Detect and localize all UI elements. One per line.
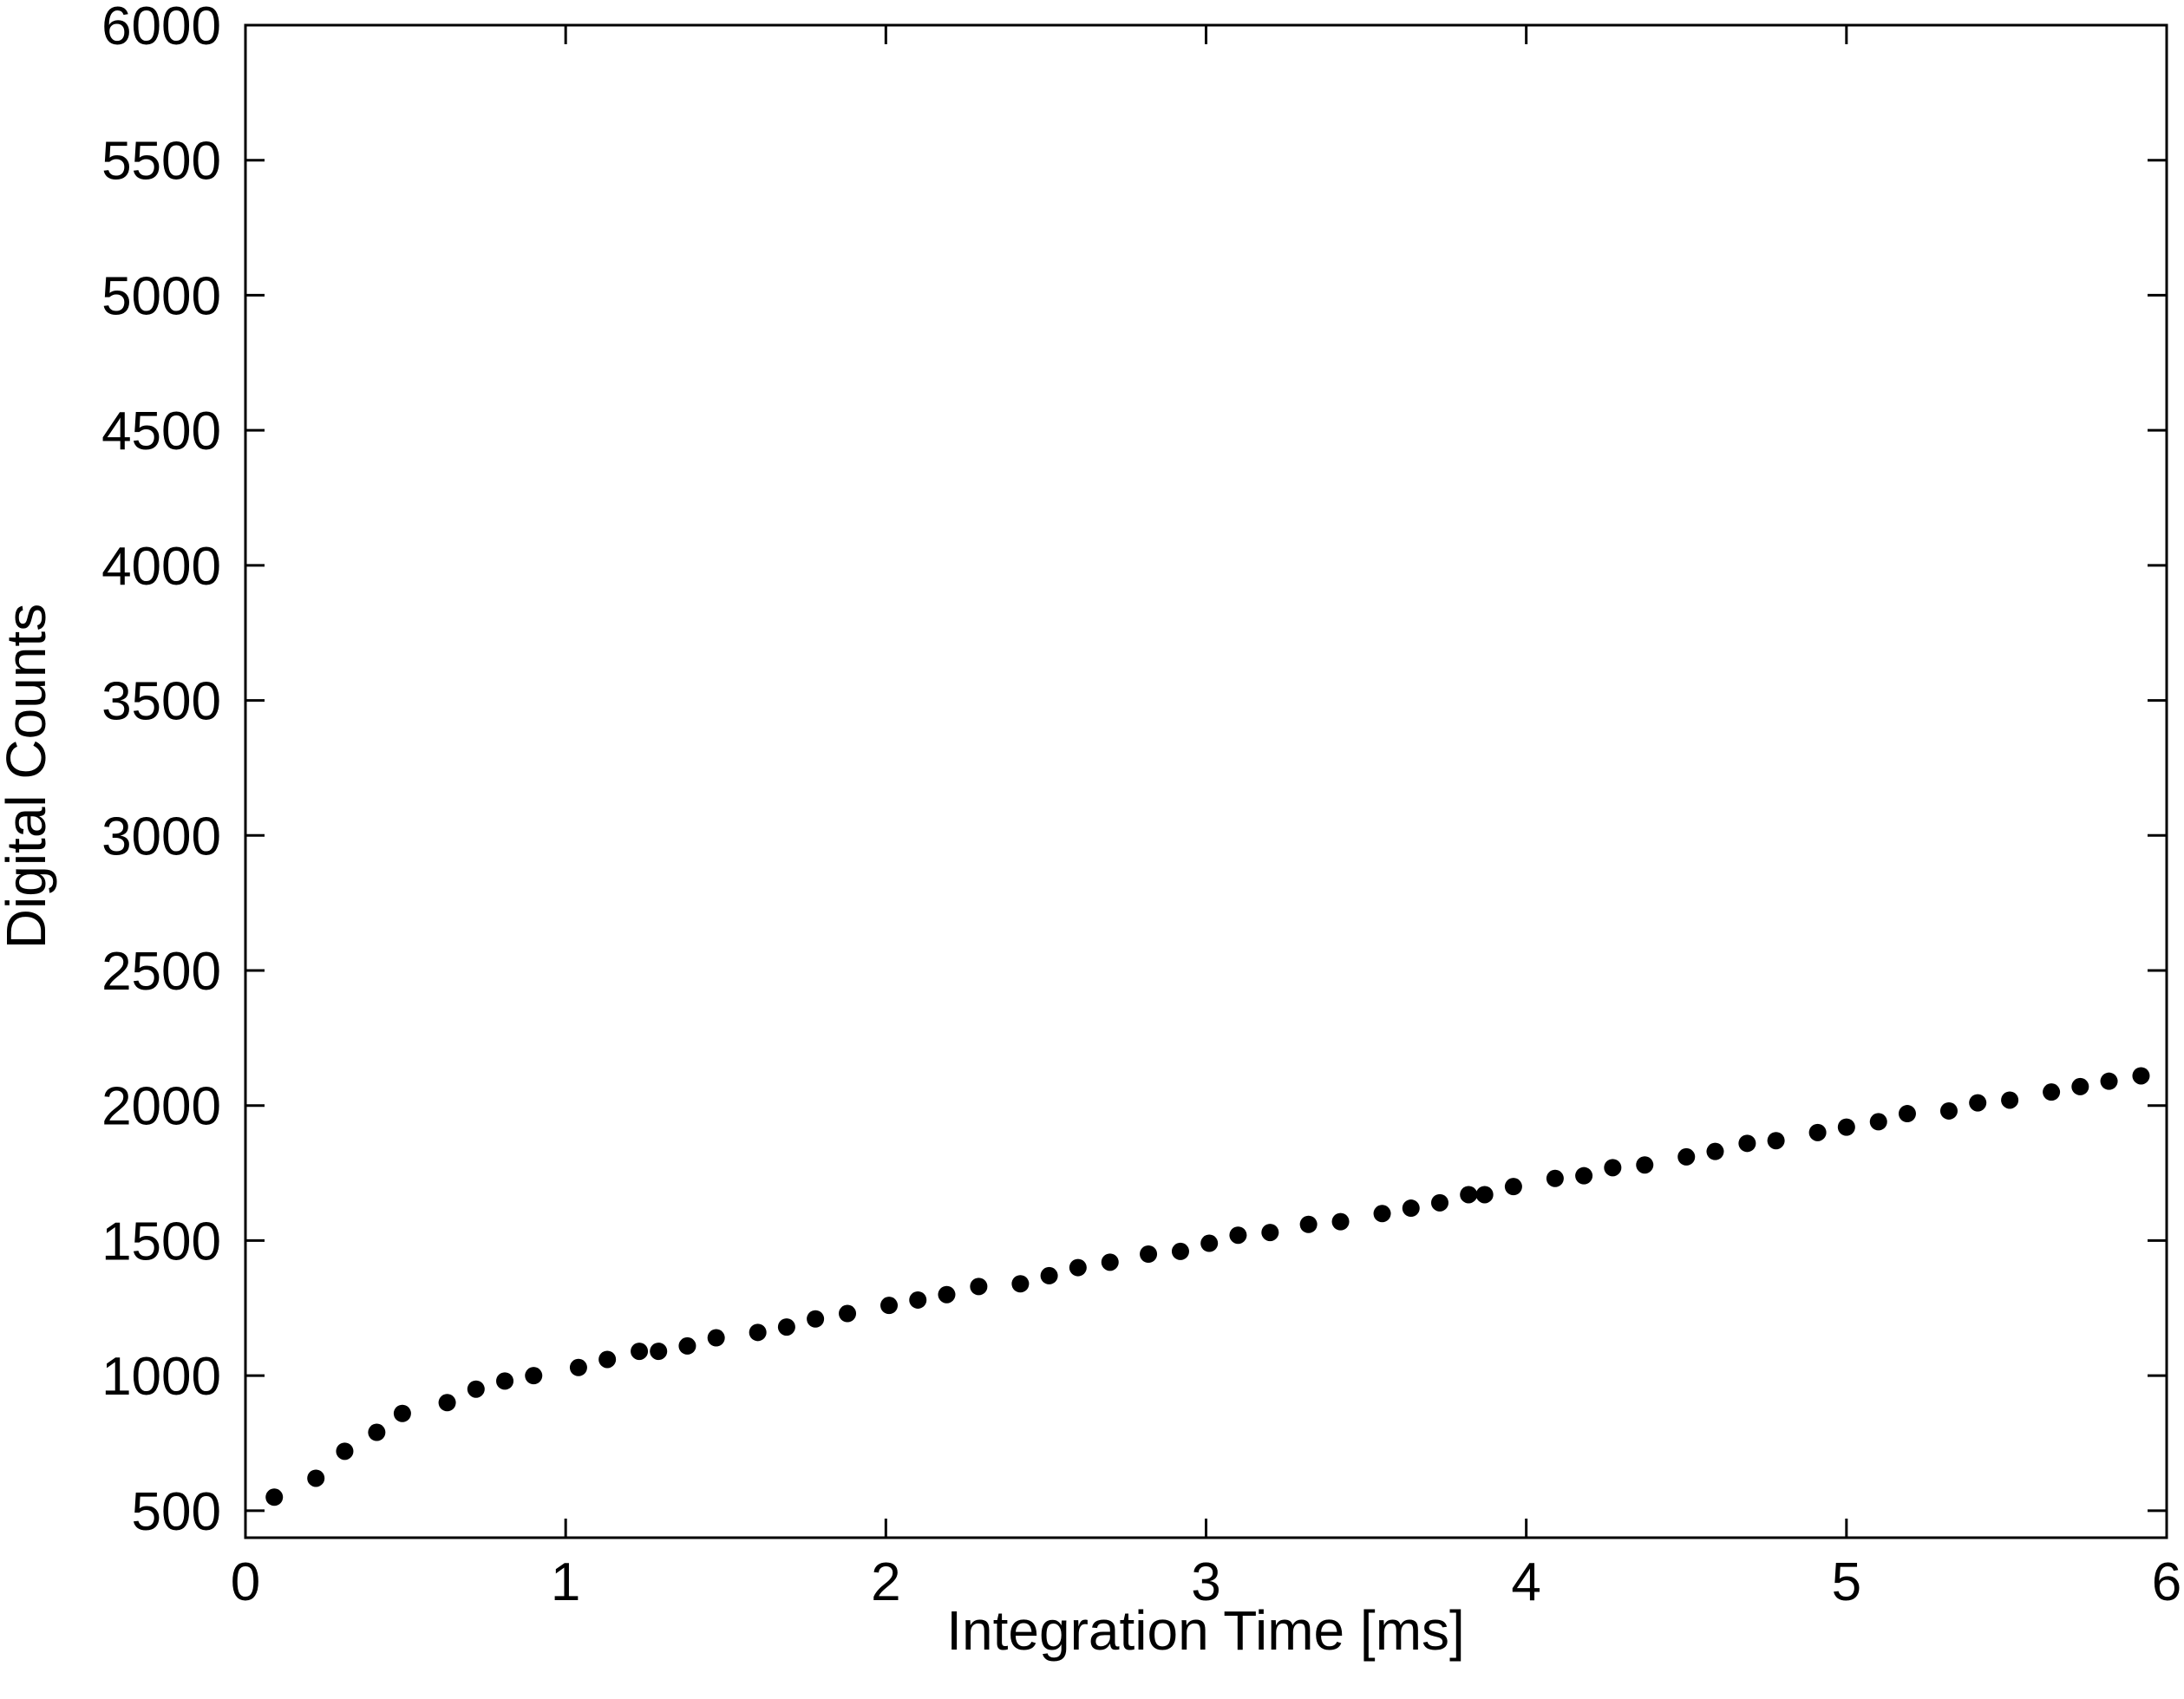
x-tick-label: 4 (1511, 1552, 1540, 1612)
y-tick-label: 5500 (101, 132, 221, 192)
y-tick-label: 3000 (101, 807, 221, 866)
y-tick-label: 1000 (101, 1347, 221, 1407)
data-point (598, 1350, 617, 1369)
data-point (1011, 1275, 1030, 1293)
x-tick-label: 2 (871, 1552, 900, 1612)
data-point (307, 1469, 325, 1487)
data-point (707, 1329, 725, 1347)
data-point (650, 1343, 668, 1361)
data-point (1969, 1094, 1987, 1112)
data-point (1299, 1215, 1318, 1233)
data-point (368, 1423, 386, 1441)
x-tick-label: 1 (551, 1552, 580, 1612)
y-axis: 500 1000 1500 2000 2500 3000 3500 4000 4500 5000 5… (101, 0, 2167, 1542)
data-point (1069, 1258, 1087, 1277)
data-point (1837, 1118, 1855, 1136)
data-point (1939, 1101, 1958, 1120)
y-axis-label: Digital Counts (0, 604, 57, 949)
data-point (1575, 1166, 1593, 1185)
data-point (1677, 1147, 1696, 1166)
data-point (839, 1304, 857, 1323)
data-point (749, 1323, 767, 1342)
x-tick-label: 5 (1832, 1552, 1861, 1612)
data-point (393, 1404, 411, 1422)
y-tick-label: 5000 (101, 266, 221, 326)
data-point (1460, 1186, 1478, 1204)
data-point (496, 1372, 514, 1390)
data-point (1504, 1178, 1522, 1196)
data-point (1475, 1186, 1494, 1204)
y-tick-label: 4500 (101, 402, 221, 461)
data-point (1546, 1169, 1564, 1187)
y-tick-label: 1500 (101, 1212, 221, 1271)
data-point (1261, 1224, 1279, 1242)
y-tick-label: 3500 (101, 672, 221, 732)
data-point (467, 1380, 485, 1398)
y-tick-label: 6000 (101, 0, 221, 56)
data-point (1331, 1212, 1350, 1231)
y-tick-label: 2500 (101, 942, 221, 1002)
data-point (2043, 1083, 2061, 1101)
plot-area (244, 23, 2168, 1539)
data-point (265, 1488, 284, 1506)
data-point (1898, 1105, 1916, 1123)
data-point (2100, 1072, 2118, 1090)
data-point (938, 1285, 956, 1304)
x-tick-label: 3 (1191, 1552, 1220, 1612)
x-axis: 0 1 2 3 4 5 6 (231, 25, 2181, 1612)
data-point (1738, 1134, 1756, 1153)
data-point (525, 1367, 543, 1385)
data-point (1140, 1245, 1158, 1263)
data-point (1101, 1253, 1119, 1271)
data-point (777, 1318, 795, 1336)
data-point (970, 1278, 988, 1296)
data-point (2071, 1077, 2089, 1095)
y-tick-label: 4000 (101, 537, 221, 597)
data-point (1430, 1193, 1448, 1212)
data-point (2001, 1091, 2019, 1109)
data-point (1636, 1156, 1654, 1174)
y-tick-label: 2000 (101, 1077, 221, 1137)
data-point (1869, 1113, 1887, 1131)
data-point (1040, 1266, 1058, 1284)
data-point (1767, 1132, 1785, 1150)
x-tick-label: 0 (231, 1552, 260, 1612)
x-tick-label: 6 (2152, 1552, 2181, 1612)
data-point (1604, 1159, 1622, 1177)
data-point (631, 1343, 649, 1361)
data-point (1808, 1123, 1827, 1141)
data-point (678, 1336, 696, 1355)
data-point (336, 1442, 354, 1460)
data-points (265, 1067, 2150, 1506)
data-point (2132, 1067, 2150, 1085)
y-tick-label: 500 (132, 1482, 221, 1542)
data-point (1229, 1226, 1247, 1245)
data-point (1706, 1142, 1724, 1160)
data-point (1402, 1199, 1420, 1218)
data-point (1171, 1242, 1189, 1260)
data-point (1373, 1205, 1391, 1223)
data-point (438, 1394, 456, 1412)
data-point (1200, 1234, 1219, 1252)
data-point (569, 1358, 587, 1376)
data-point (909, 1291, 927, 1309)
data-point (807, 1310, 825, 1328)
x-axis-label: Integration Time [ms] (946, 1599, 1465, 1662)
data-point (880, 1297, 899, 1315)
